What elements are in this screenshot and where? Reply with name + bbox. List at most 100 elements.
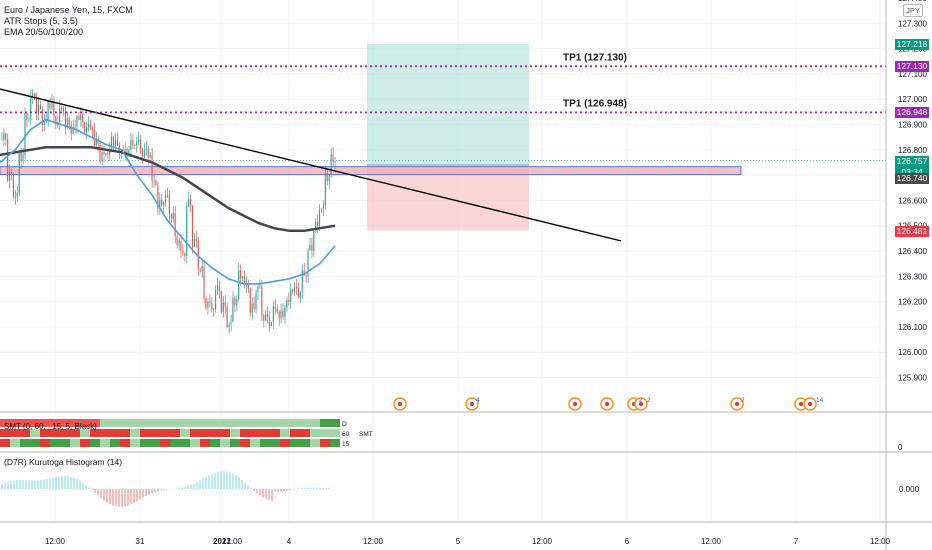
x-tick-label: 31 xyxy=(136,537,145,546)
smt-cell xyxy=(110,419,120,427)
smt-cell xyxy=(40,419,50,427)
candle-body xyxy=(49,101,51,109)
candle-body xyxy=(189,199,192,206)
candle-body xyxy=(130,140,132,150)
x-tick-label: 12:00 xyxy=(532,537,553,546)
price-tag: 127.130 xyxy=(895,61,929,73)
candle-body xyxy=(293,286,296,292)
histogram-axis-value: 0.000 xyxy=(899,485,920,494)
tp-levels: TP1 (127.130) TP1 (126.948) xyxy=(0,52,886,114)
candle-body xyxy=(255,292,257,310)
smt-cell xyxy=(30,429,40,437)
candle-body xyxy=(313,231,315,251)
x-tick-label: 12:00 xyxy=(363,537,384,546)
event-count: 2 xyxy=(639,397,643,404)
candle-body xyxy=(324,173,326,206)
candle-body xyxy=(99,144,101,161)
smt-cell xyxy=(320,439,330,447)
smt-cell xyxy=(230,439,240,447)
candle-body xyxy=(7,139,9,181)
candle-body xyxy=(93,129,95,146)
y-tick-label: 126.300 xyxy=(898,272,927,281)
y-tick-label: 127.100 xyxy=(898,70,927,79)
smt-cell xyxy=(80,419,90,427)
candle-body xyxy=(186,206,188,257)
candle-body xyxy=(26,113,28,121)
candle-body xyxy=(201,266,203,271)
candle-body xyxy=(95,138,97,146)
currency-button[interactable]: JPY xyxy=(903,4,923,17)
kurutoga-pane-title[interactable]: (D7R) Kurutoga Histogram (14) xyxy=(4,457,123,467)
smt-cell xyxy=(40,439,50,447)
candle-body xyxy=(213,308,215,310)
smt-cell xyxy=(280,439,290,447)
smt-cell xyxy=(140,419,150,427)
smt-cell xyxy=(150,429,160,437)
y-tick-label: 126.100 xyxy=(898,323,927,332)
smt-cell xyxy=(110,429,120,437)
candle-body xyxy=(24,113,26,155)
symbol-title[interactable]: Euro / Japanese Yen, 15, FXCM xyxy=(4,5,133,15)
smt-cell xyxy=(330,439,340,447)
smt-cell xyxy=(50,429,60,437)
candle-body xyxy=(261,286,263,316)
smt-cell xyxy=(70,419,80,427)
candle-body xyxy=(184,253,186,257)
smt-cell xyxy=(80,439,90,447)
candle-body xyxy=(141,149,143,157)
candle-body xyxy=(41,109,43,126)
x-tick-label: 12:00 xyxy=(701,537,722,546)
candle-body xyxy=(18,152,20,193)
smt-cell xyxy=(310,419,320,427)
candle-body xyxy=(112,136,115,146)
smt-row-label: 60 xyxy=(342,431,350,438)
x-tick-label: 12:00 xyxy=(870,537,891,546)
smt-cell xyxy=(140,439,150,447)
candle-body xyxy=(151,154,153,182)
y-tick-label: 126.800 xyxy=(898,146,927,155)
candle-body xyxy=(72,126,74,134)
candle-body xyxy=(145,148,147,150)
candle-body xyxy=(136,142,138,146)
indicator-atr-stops[interactable]: ATR Stops (5, 3.5) xyxy=(4,16,78,26)
price-tag: 126.740 xyxy=(895,172,929,184)
candle-body xyxy=(270,321,272,326)
y-tick-label: 125.900 xyxy=(898,374,927,383)
candle-body xyxy=(305,275,307,277)
candle-body xyxy=(176,235,178,246)
smt-cell xyxy=(220,439,230,447)
candle-body xyxy=(64,111,66,128)
candle-body xyxy=(307,250,309,277)
ema-slow-line xyxy=(0,146,336,233)
event-count: 14 xyxy=(816,397,824,404)
candle-body xyxy=(334,160,336,163)
candle-body xyxy=(203,266,205,299)
event-count: 2 xyxy=(647,397,651,404)
smt-cell xyxy=(120,439,130,447)
indicator-ema[interactable]: EMA 20/50/100/200 xyxy=(4,27,84,37)
long-position-tool xyxy=(367,44,529,231)
candle-body xyxy=(84,122,86,132)
candle-body xyxy=(251,303,253,313)
candle-body xyxy=(1,139,3,141)
smt-cell xyxy=(70,439,80,447)
smt-cell xyxy=(230,419,240,427)
event-count: 4 xyxy=(476,397,480,404)
smt-cell xyxy=(40,429,50,437)
smt-pane-title[interactable]: SMT (0, 60, , 15, 5, Black) xyxy=(4,422,97,431)
candle-body xyxy=(272,306,274,322)
candle-body xyxy=(301,270,303,292)
smt-cell xyxy=(150,439,160,447)
smt-cell xyxy=(80,429,90,437)
candle-body xyxy=(170,214,172,219)
position-stop-area xyxy=(367,164,529,231)
smt-cell xyxy=(50,419,60,427)
candle-body xyxy=(124,149,126,154)
smt-cell xyxy=(60,429,70,437)
smt-cell xyxy=(100,439,110,447)
smt-cell xyxy=(330,419,340,427)
candle-body xyxy=(218,285,220,292)
candle-body xyxy=(215,290,217,310)
